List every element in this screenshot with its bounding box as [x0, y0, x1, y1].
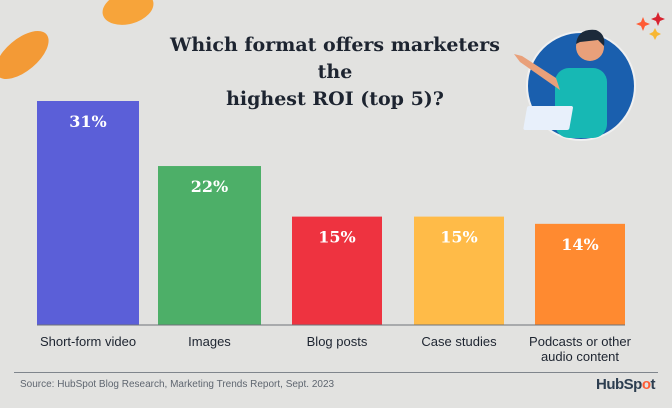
bar-value-label: 14% — [561, 235, 598, 254]
footer-divider — [14, 372, 658, 373]
sparkle-icon — [636, 17, 650, 31]
x-tick-label: Podcasts or other — [529, 334, 632, 349]
bar-value-label: 22% — [191, 177, 228, 196]
bar-value-label: 15% — [440, 228, 477, 247]
x-tick-label: Short-form video — [40, 334, 136, 349]
x-tick-label: Images — [188, 334, 231, 349]
x-tick-label: Case studies — [421, 334, 497, 349]
bar — [158, 166, 261, 325]
decorations — [0, 0, 665, 141]
coin-decoration — [0, 31, 49, 79]
sparkle-icon — [649, 28, 661, 40]
chart-title-line: Which format offers marketers the — [170, 34, 500, 83]
chart-title: Which format offers marketers the highes… — [150, 32, 520, 113]
bar — [414, 216, 504, 325]
x-tick-label: Blog posts — [307, 334, 368, 349]
hubspot-logo: HubSpot — [596, 376, 656, 393]
person-arm — [514, 54, 560, 90]
sparkle-icon — [651, 12, 665, 26]
bar — [292, 216, 382, 325]
bar-value-label: 31% — [69, 112, 106, 131]
laptop-icon — [523, 106, 573, 130]
bar — [535, 223, 625, 325]
person-hair — [576, 29, 605, 46]
chart-title-line: highest ROI (top 5)? — [226, 88, 444, 110]
coin-decoration — [102, 0, 154, 25]
x-tick-label: audio content — [541, 349, 619, 364]
bar-value-label: 15% — [318, 228, 355, 247]
source-note: Source: HubSpot Blog Research, Marketing… — [20, 379, 335, 390]
bar — [37, 101, 139, 325]
